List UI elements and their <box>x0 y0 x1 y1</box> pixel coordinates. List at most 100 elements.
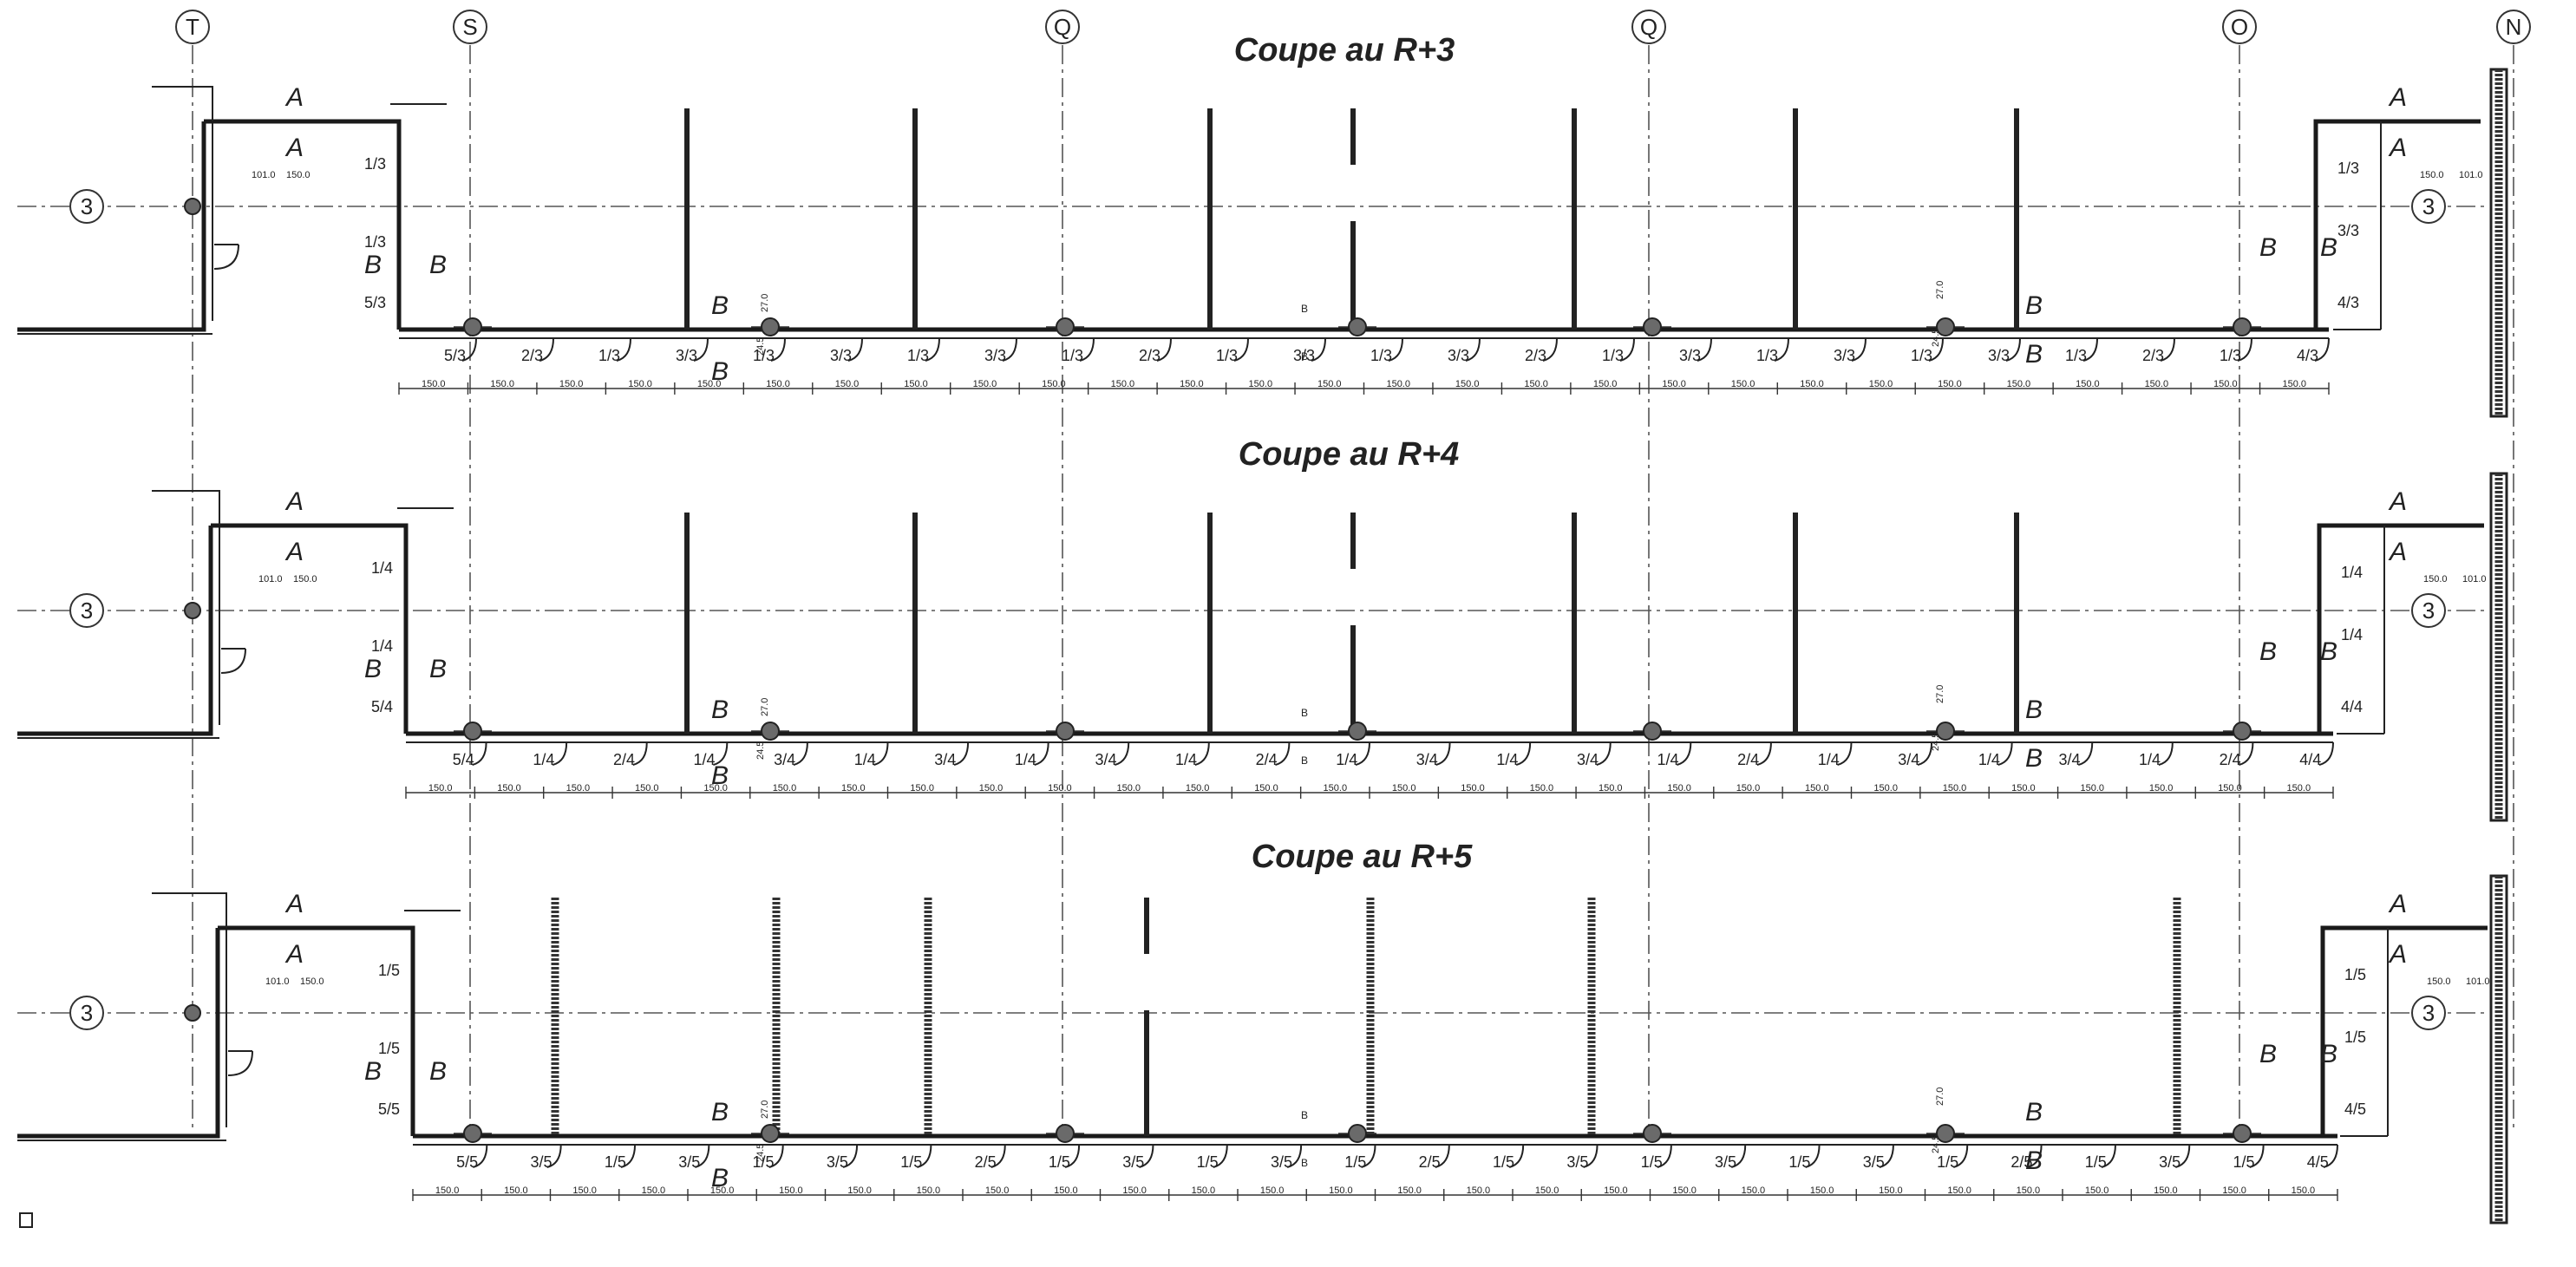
panel-joint <box>1002 337 1017 362</box>
dimension-value: 150.0 <box>559 379 584 389</box>
column-dimension: 24.5 <box>755 1144 766 1162</box>
left-room-top <box>152 892 227 928</box>
dimension-value: 150.0 <box>773 783 797 794</box>
panel-joint <box>1114 741 1130 766</box>
dimension-value: 150.0 <box>710 1185 735 1196</box>
panel-joint <box>1079 337 1095 362</box>
section-mark-a: A <box>284 83 304 112</box>
panel-joint <box>1064 1144 1081 1168</box>
left-core-wall <box>17 526 213 736</box>
column-dimension: 24.5 <box>1931 1135 1941 1153</box>
panel-joint <box>2318 741 2334 766</box>
column-dimension: 24.5 <box>755 741 766 760</box>
panel-label: 1/5 <box>605 1153 626 1171</box>
dimension-value: 150.0 <box>1254 783 1278 794</box>
dimension-value: 150.0 <box>910 783 934 794</box>
core-panel-label: 1/4 <box>2341 564 2363 581</box>
section-mark-b: B <box>711 291 729 320</box>
panel-joint <box>842 1144 859 1168</box>
structural-column <box>1936 722 1955 741</box>
panel-joint <box>1952 1144 1969 1168</box>
section-mark-b: B <box>711 1098 729 1127</box>
row-axis-bubble-right <box>2411 189 2446 224</box>
dimension-value: 150.0 <box>1947 1185 1971 1196</box>
dimension-value: 150.0 <box>1249 379 1273 389</box>
dimension-value: 150.0 <box>428 783 453 794</box>
core-panel-label: 5/3 <box>364 294 386 311</box>
panel-label: 5/5 <box>456 1153 478 1171</box>
grid-axis-label: N <box>2506 14 2522 40</box>
dimension-value: 150.0 <box>1116 783 1141 794</box>
dimension-value: 150.0 <box>703 783 728 794</box>
section-mark-a: A <box>284 487 304 516</box>
panel-joint <box>2005 337 2021 362</box>
panel-joint <box>2158 741 2174 766</box>
core-dimension: 101.0 <box>258 574 283 585</box>
core-panel-label: 1/4 <box>371 559 393 577</box>
panel-joint <box>713 741 729 766</box>
dimension-value: 150.0 <box>779 1185 803 1196</box>
structural-column <box>463 317 482 336</box>
grid-axis-bubble <box>453 10 487 44</box>
panel-label: 1/3 <box>2065 347 2087 364</box>
section-mark-b-small: B <box>1301 707 1308 719</box>
panel-joint <box>2160 337 2175 362</box>
left-room-wall <box>218 925 415 1136</box>
dimension-value: 150.0 <box>1192 1185 1216 1196</box>
dimension-value: 150.0 <box>572 1185 597 1196</box>
dimension-value: 150.0 <box>1386 379 1410 389</box>
dimension-value: 150.0 <box>2085 1185 2109 1196</box>
panel-label: 4/3 <box>2297 347 2318 364</box>
panel-joint <box>461 337 477 362</box>
panel-label: 3/5 <box>1122 1153 1144 1171</box>
structural-column <box>761 722 780 741</box>
core-dimension: 150.0 <box>286 170 311 180</box>
dimension-value: 150.0 <box>1397 1185 1422 1196</box>
panel-label: 3/5 <box>531 1153 552 1171</box>
structural-column <box>1056 317 1075 336</box>
row-axis-bubble-right <box>2411 996 2446 1030</box>
dimension-value: 150.0 <box>1599 783 1623 794</box>
core-dimension: 150.0 <box>2423 574 2448 585</box>
panel-label: 1/4 <box>1336 751 1357 768</box>
panel-label: 1/3 <box>907 347 929 364</box>
section-title: Coupe au R+4 <box>1239 436 1459 473</box>
column-dimension: 24.5 <box>755 337 766 356</box>
dimension-value: 150.0 <box>2213 379 2238 389</box>
section-mark-b: B <box>2025 1098 2043 1127</box>
panel-joint <box>1286 1144 1303 1168</box>
dimension-value: 150.0 <box>1324 783 1348 794</box>
section-mark-b: B <box>364 251 382 279</box>
structural-column <box>1936 317 1955 336</box>
panel-label: 1/5 <box>1641 1153 1663 1171</box>
panel-joint <box>1677 741 1692 766</box>
panel-joint <box>1361 1144 1376 1168</box>
dimension-value: 150.0 <box>2076 379 2100 389</box>
column-dimension: 27.0 <box>1935 281 1945 299</box>
panel-joint <box>1596 741 1612 766</box>
section-mark-b-small: B <box>1301 350 1308 362</box>
panel-label: 1/4 <box>694 751 716 768</box>
panel-label: 3/4 <box>2058 751 2080 768</box>
panel-joint <box>1275 741 1291 766</box>
panel-joint <box>1805 1144 1821 1168</box>
dimension-value: 150.0 <box>1461 783 1485 794</box>
left-room-wall <box>211 523 409 734</box>
panel-joint <box>1542 337 1558 362</box>
dimension-value: 150.0 <box>2011 783 2036 794</box>
panel-label: 3/5 <box>1566 1153 1588 1171</box>
dimension-value: 150.0 <box>1530 783 1554 794</box>
panel-joint <box>2175 1144 2191 1168</box>
core-panel-label: 1/4 <box>2341 626 2363 643</box>
dimension-value: 150.0 <box>917 1185 941 1196</box>
dimension-value: 150.0 <box>1111 379 1135 389</box>
floor-section: Coupe au R+3 3 3 5/3 2/3 1/3 3/3 1/3 3/3 1/3 3/3 1/… <box>17 32 2508 418</box>
dimension-value: 150.0 <box>1873 783 1898 794</box>
panel-label: 1/4 <box>2139 751 2161 768</box>
panel-label: 2/3 <box>1139 347 1161 364</box>
dimension-value: 150.0 <box>1392 783 1416 794</box>
section-mark-b: B <box>2025 1146 2043 1175</box>
core-panel-label: 1/5 <box>2344 1029 2366 1046</box>
core-panel-label: 1/3 <box>2337 160 2359 177</box>
panel-label: 1/4 <box>1657 751 1679 768</box>
